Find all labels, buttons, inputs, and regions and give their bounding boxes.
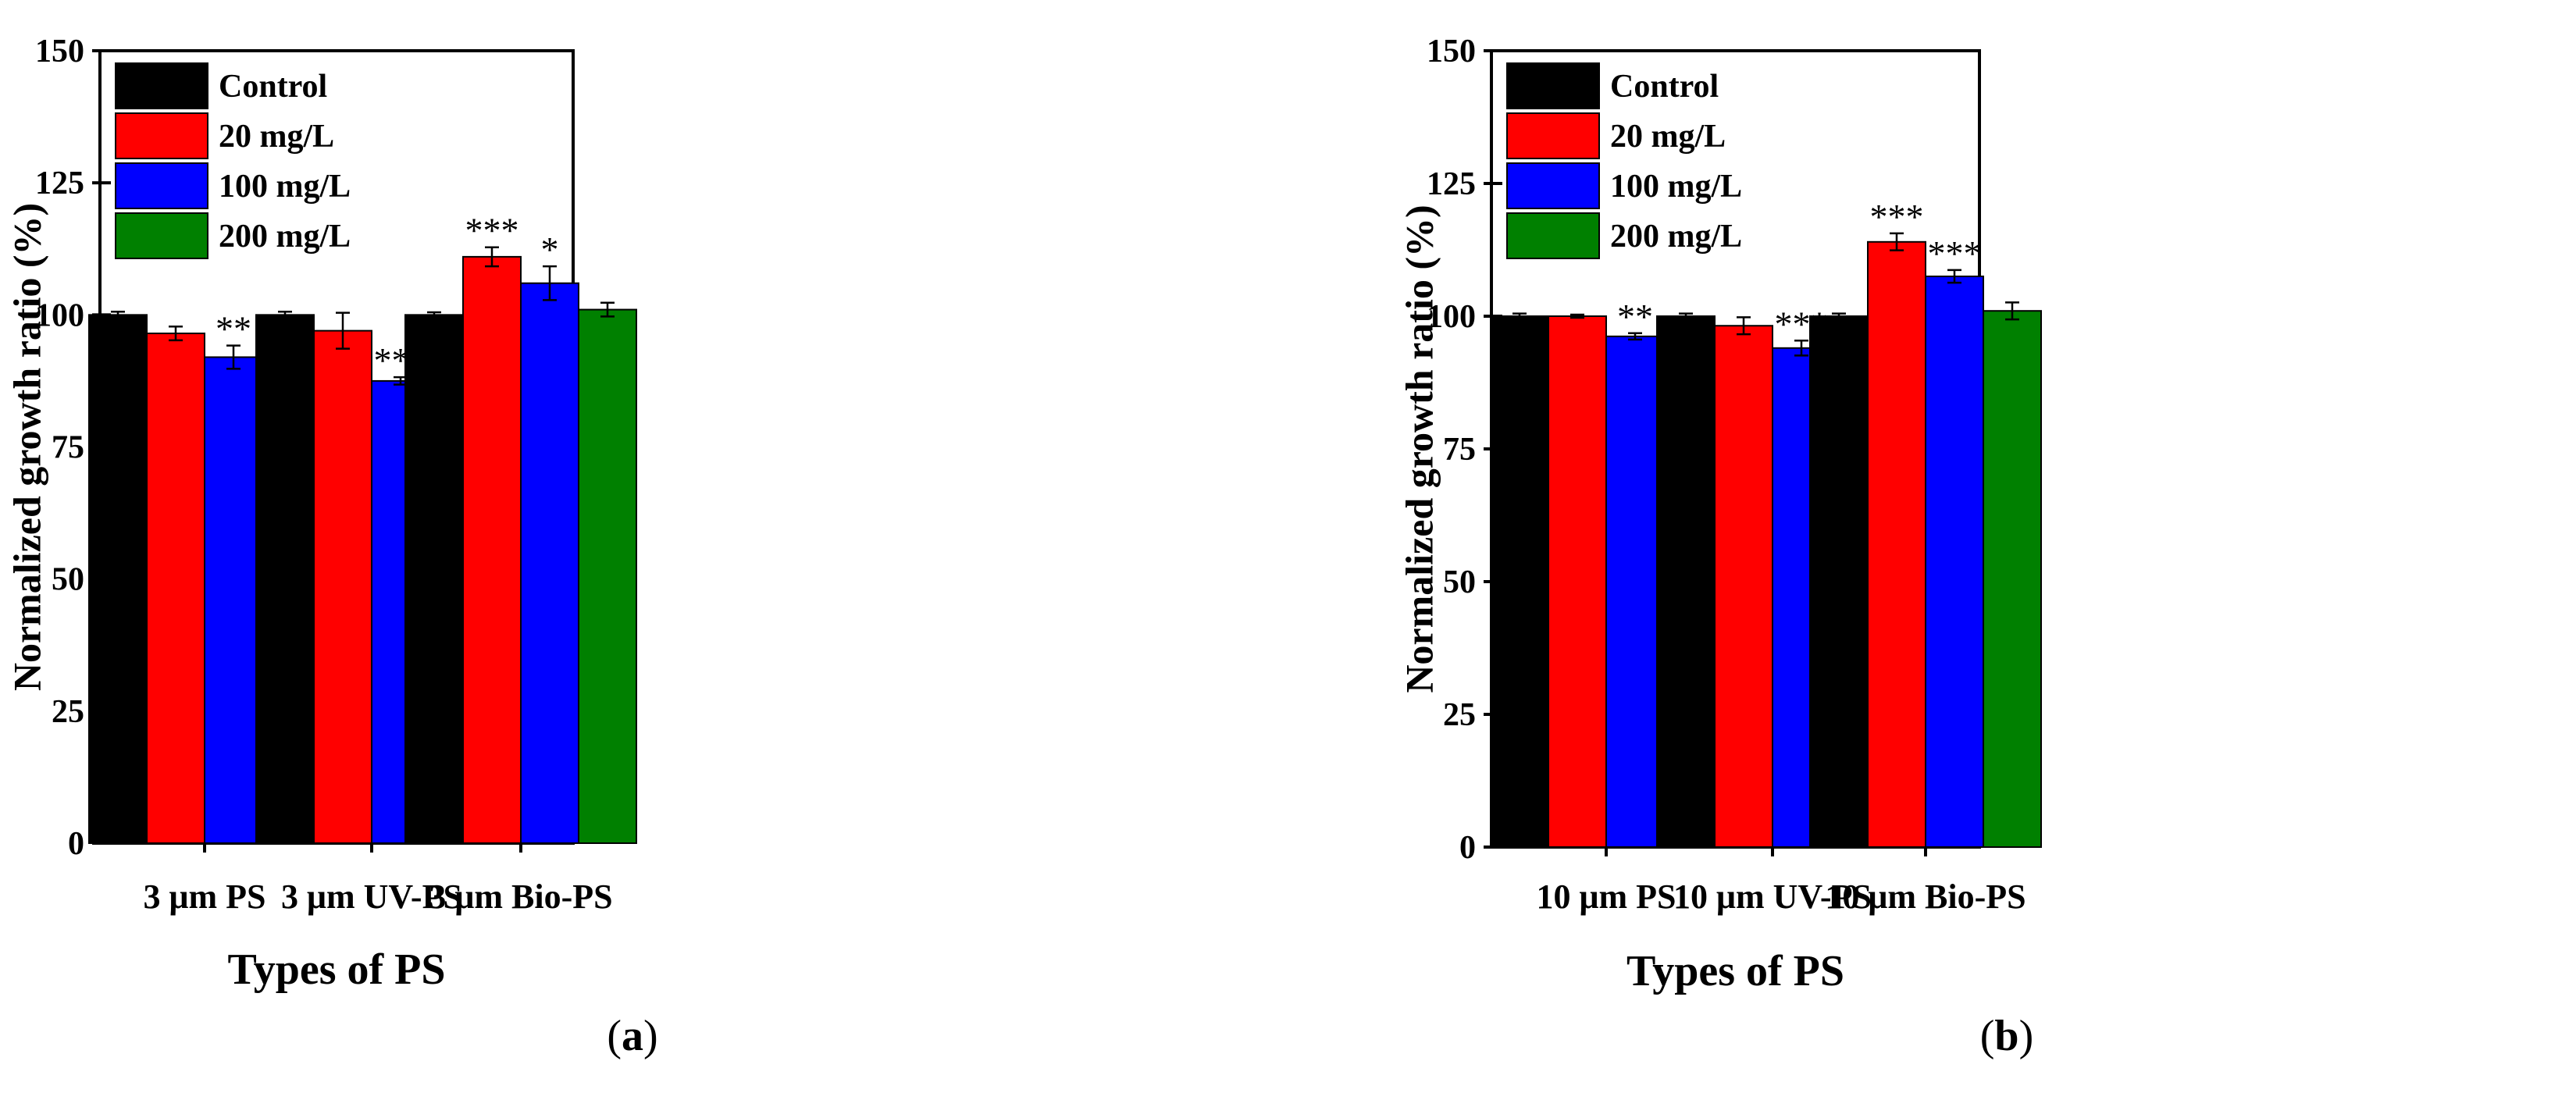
y-tick-label: 0 — [1459, 830, 1476, 866]
y-tick-label: 125 — [35, 166, 84, 201]
y-tick-label: 25 — [1443, 697, 1476, 733]
legend-swatch-control — [115, 62, 208, 109]
y-tick-label: 125 — [1427, 166, 1476, 202]
significance-stars: ** — [216, 309, 251, 349]
bar-100-mg-l — [1605, 335, 1665, 848]
y-tick-label: 75 — [1443, 432, 1476, 468]
bar-200-mg-l — [1983, 310, 2042, 848]
legend-label: 20 mg/L — [219, 119, 334, 155]
caption-a: (a) — [607, 1012, 658, 1060]
bar-control — [1656, 315, 1716, 848]
bar-100-mg-l — [204, 356, 263, 844]
x-tick-label: 10 μm PS — [1537, 878, 1676, 916]
y-tick-label: 25 — [52, 694, 84, 730]
legend-swatch-20-mg-l — [1506, 112, 1600, 159]
y-axis-title: Normalized growth ratio (%) — [1397, 205, 1441, 692]
legend-label: 200 mg/L — [1610, 219, 1742, 255]
legend-swatch-100-mg-l — [115, 162, 208, 209]
y-tick-label: 75 — [52, 430, 84, 466]
y-tick-label: 150 — [1427, 34, 1476, 69]
legend-swatch-200-mg-l — [115, 212, 208, 259]
significance-stars: ** — [1617, 297, 1653, 336]
y-tick-label: 100 — [1427, 299, 1476, 335]
bar-20-mg-l — [1867, 240, 1926, 848]
bar-100-mg-l — [1925, 276, 1984, 848]
x-tick-label: 3 μm PS — [144, 878, 266, 916]
bar-20-mg-l — [1548, 315, 1607, 848]
bar-20-mg-l — [146, 333, 205, 844]
legend-swatch-control — [1506, 62, 1600, 109]
bar-control — [255, 314, 315, 845]
legend-swatch-20-mg-l — [115, 112, 208, 159]
legend-swatch-200-mg-l — [1506, 212, 1600, 259]
x-axis-title: Types of PS — [228, 945, 446, 994]
caption-letter-b: b — [1994, 1012, 2019, 1060]
legend-label: Control — [219, 69, 327, 105]
legend-label: 100 mg/L — [219, 169, 351, 205]
chart-panel-a: 0 25 50 75 100 125 150 Normalized growth ratio … — [5, 34, 637, 994]
bar-20-mg-l — [462, 255, 522, 844]
bar-20-mg-l — [1714, 325, 1773, 848]
y-tick-label: 150 — [35, 34, 84, 69]
y-tick-label: 50 — [52, 562, 84, 598]
bar-200-mg-l — [578, 308, 637, 845]
bar-100-mg-l — [520, 282, 579, 844]
bar-control — [1490, 315, 1549, 848]
significance-stars: * — [541, 230, 559, 269]
legend-label: Control — [1610, 69, 1719, 105]
legend-label: 20 mg/L — [1610, 119, 1726, 155]
y-tick-label: 50 — [1443, 564, 1476, 600]
significance-stars: *** — [465, 211, 519, 251]
caption-letter-a: a — [622, 1012, 643, 1060]
bar-20-mg-l — [313, 329, 372, 844]
legend-swatch-100-mg-l — [1506, 162, 1600, 209]
legend-label: 200 mg/L — [219, 219, 351, 255]
x-axis-title: Types of PS — [1626, 947, 1844, 995]
x-tick-label: 10 μm UV-PS — [1673, 878, 1872, 916]
x-tick-label: 10 μm Bio-PS — [1825, 878, 2026, 916]
bar-control — [404, 314, 464, 845]
bar-control — [88, 314, 148, 845]
y-tick-label: 0 — [68, 826, 84, 862]
y-axis-title: Normalized growth ratio (%) — [5, 203, 48, 691]
significance-stars: *** — [1928, 233, 1982, 273]
x-tick-label: 3 μm UV-PS — [281, 878, 462, 916]
caption-b: (b) — [1979, 1012, 2034, 1060]
x-tick-label: 3 μm Bio-PS — [429, 878, 612, 916]
bar-control — [1809, 315, 1869, 848]
chart-panel-b: 0 25 50 75 100 125 150 Normalized growth ratio … — [1397, 34, 2042, 995]
significance-stars: *** — [1870, 197, 1924, 237]
legend-label: 100 mg/L — [1610, 169, 1742, 205]
y-tick-label: 100 — [35, 297, 84, 333]
